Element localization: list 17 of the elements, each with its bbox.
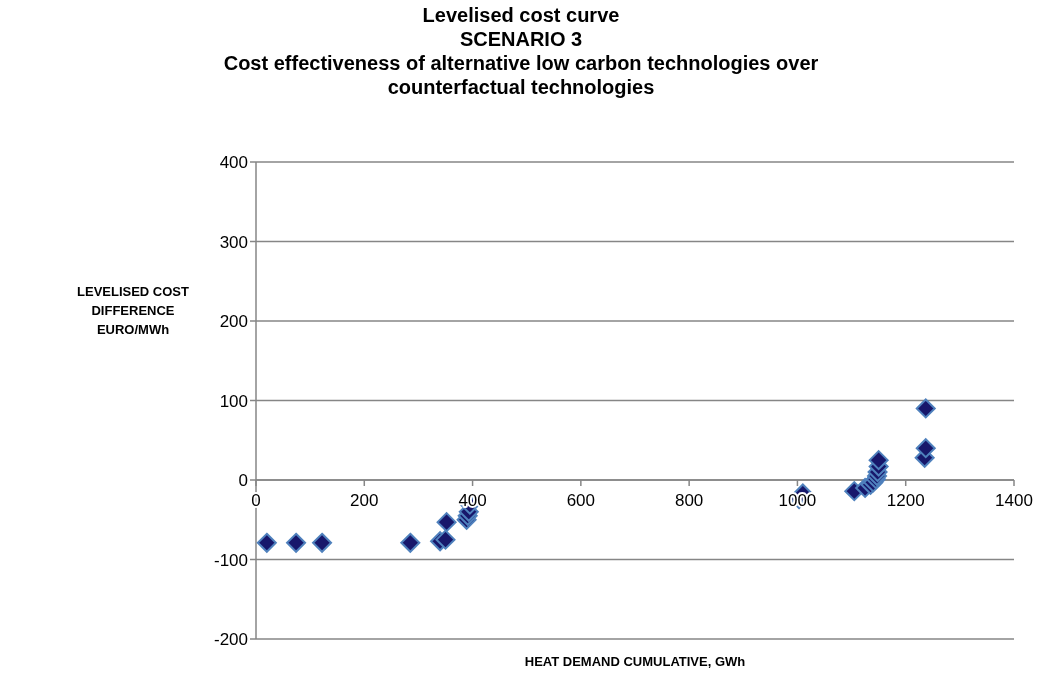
y-tick-label: -100 — [213, 550, 248, 570]
chart-title: Levelised cost curve SCENARIO 3 Cost effectiveness of alternative low carbon technologies over counterfactual technologies — [223, 4, 819, 98]
y-tick-label: 400 — [219, 153, 248, 172]
y-axis-title: LEVELISED COST DIFFERENCE EURO/MWh — [77, 284, 190, 337]
x-tick-label: 0 — [251, 491, 261, 510]
y-tick-label: 200 — [219, 312, 248, 331]
x-tick-label: 800 — [674, 491, 704, 510]
x-tick-label: 1200 — [886, 491, 925, 510]
x-axis-title: HEAT DEMAND CUMULATIVE, GWh — [524, 654, 746, 669]
y-tick-label: -200 — [213, 630, 248, 649]
y-tick-label: 300 — [219, 232, 248, 252]
x-tick-label: 600 — [566, 491, 596, 510]
x-tick-label: 200 — [350, 491, 379, 510]
x-tick-label: 1400 — [995, 491, 1033, 510]
y-tick-label: 0 — [238, 471, 248, 490]
x-tick-label: 400 — [458, 491, 487, 510]
y-tick-label: 100 — [219, 391, 248, 411]
